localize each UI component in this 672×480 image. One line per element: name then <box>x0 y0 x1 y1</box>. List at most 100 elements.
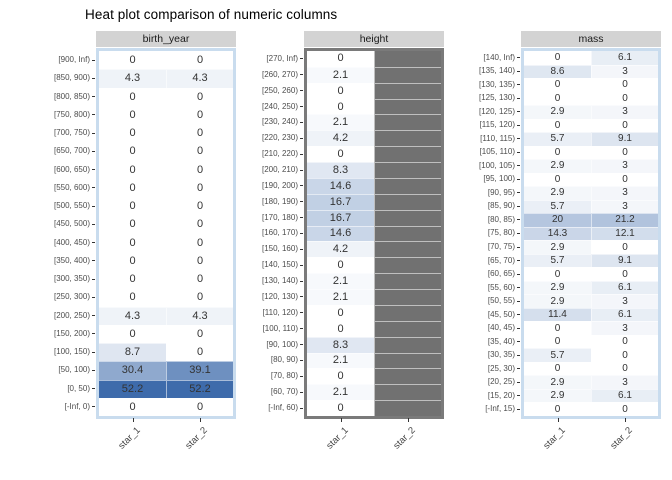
x-tick <box>408 418 409 422</box>
heatmap-cell: 0 <box>99 324 166 343</box>
y-axis-bin-label: [250, 300) <box>18 288 96 306</box>
heatmap-cell <box>374 400 441 416</box>
bin-text: [20, 25) <box>487 377 515 387</box>
y-axis-bin-label: [50, 55) <box>447 294 521 308</box>
heatmap-cell <box>374 209 441 226</box>
bin-text: [270, Inf) <box>266 53 298 63</box>
bin-text: [65, 70) <box>487 255 515 265</box>
y-tick <box>517 260 520 262</box>
y-axis-bin-label: [210, 220) <box>242 146 304 162</box>
facet-height: height [270, Inf) [260, 270) [250, 260) [240… <box>242 31 444 419</box>
heatmap-cell: 8.3 <box>307 162 374 178</box>
heatmap-cell: 2.1 <box>307 289 374 305</box>
bin-text: [110, 115) <box>480 133 515 143</box>
heatmap-cell: 0 <box>591 334 658 349</box>
y-tick <box>517 219 520 221</box>
y-axis-bin-label: [600, 650) <box>18 161 96 179</box>
heatmap-cell: 2.1 <box>307 273 374 290</box>
bin-text: [180, 190) <box>261 196 298 206</box>
heatmap-cell: 39.1 <box>166 361 233 380</box>
bin-text: [300, 350) <box>53 274 90 284</box>
x-axis-label-star_2: star_2 <box>183 425 210 452</box>
y-tick <box>300 217 303 219</box>
heatmap-cell: 0 <box>591 78 658 92</box>
heatmap-cell: 0 <box>524 402 591 416</box>
y-tick <box>92 388 95 390</box>
y-axis-bin-label: [140, Inf) <box>447 51 521 65</box>
y-axis-bin-label: [220, 230) <box>242 130 304 146</box>
heatmap-cell: 2.1 <box>307 66 374 83</box>
y-tick <box>517 151 520 153</box>
y-axis-bin-label: [260, 270) <box>242 67 304 83</box>
heatmap-cell: 0 <box>524 78 591 92</box>
y-axis-bin-label: [-Inf, 60) <box>242 400 304 416</box>
heatmap-cell: 14.3 <box>524 226 591 241</box>
heatmap-cell: 2.1 <box>307 352 374 369</box>
y-axis-bin-label: [190, 200) <box>242 178 304 194</box>
heatmap-cell: 0 <box>524 172 591 187</box>
heatmap-cell: 5.7 <box>524 253 591 268</box>
bin-text: [95, 100) <box>483 174 515 184</box>
y-axis-bin-label: [50, 100) <box>18 361 96 379</box>
bin-text: [100, 150) <box>53 347 90 357</box>
y-tick <box>92 223 95 225</box>
heatmap-cell <box>374 114 441 131</box>
bin-text: [60, 70) <box>270 387 298 397</box>
y-tick <box>517 111 520 113</box>
bin-text: [25, 30) <box>487 363 515 373</box>
heatmap-cell: 0 <box>307 400 374 416</box>
heatmap-cell: 0 <box>524 51 591 65</box>
heatmap-cell: 0 <box>166 324 233 343</box>
bin-text: [190, 200) <box>261 180 298 190</box>
bin-text: [800, 850) <box>53 91 90 101</box>
bin-text: [70, 80) <box>270 371 298 381</box>
heatmap-cell: 0 <box>591 118 658 133</box>
y-tick <box>300 121 303 123</box>
heatmap-cell: 0 <box>591 267 658 281</box>
heatmap-cell: 9.1 <box>591 253 658 268</box>
heatmap-cell: 11.4 <box>524 307 591 322</box>
heatmap-cell: 0 <box>99 142 166 161</box>
y-tick <box>300 407 303 409</box>
bin-text: [250, 300) <box>53 292 90 302</box>
y-tick <box>517 314 520 316</box>
heatmap-cell: 3 <box>591 159 658 173</box>
heatmap-cell: 3 <box>591 294 658 308</box>
heatmap-cell: 2.9 <box>524 105 591 119</box>
heatmap-cell: 0 <box>307 368 374 385</box>
y-tick <box>517 232 520 234</box>
bin-text: [550, 600) <box>53 182 90 192</box>
y-axis-bin-label: [40, 45) <box>447 321 521 335</box>
y-tick <box>517 124 520 126</box>
y-axis-bin-label: [130, 140) <box>242 273 304 289</box>
y-axis-bin-label: [170, 180) <box>242 210 304 226</box>
heatmap-cell: 52.2 <box>99 379 166 398</box>
x-tick <box>200 418 201 422</box>
y-axis-bin-label: [90, 100) <box>242 337 304 353</box>
y-tick <box>300 328 303 330</box>
heatmap-cell: 2.1 <box>307 384 374 401</box>
y-axis-bin-label: [60, 70) <box>242 384 304 400</box>
y-axis-bin-label: [105, 110) <box>447 146 521 160</box>
heatmap-cell <box>374 162 441 178</box>
y-axis-bin-label: [25, 30) <box>447 362 521 376</box>
y-axis-bin-label: [700, 750) <box>18 124 96 142</box>
y-tick <box>300 74 303 76</box>
y-tick <box>92 96 95 98</box>
heatmap-cell: 3 <box>591 64 658 79</box>
y-tick <box>300 391 303 393</box>
y-tick <box>300 280 303 282</box>
facet-birth_year: birth_year [900, Inf) [850, 900) [800, 850)… <box>18 31 236 419</box>
bin-text: [500, 550) <box>53 201 90 211</box>
heatmap-cell <box>374 225 441 242</box>
y-axis-bin-label: [160, 170) <box>242 226 304 242</box>
y-axis-bin-label: [15, 20) <box>447 389 521 403</box>
heatmap-cell: 0 <box>166 215 233 234</box>
heatmap-cell: 2.9 <box>524 280 591 295</box>
heatmap-cell <box>374 384 441 401</box>
bin-text: [100, 105) <box>478 160 515 170</box>
y-tick <box>517 327 520 329</box>
heatmap-cell <box>374 368 441 385</box>
heatmap-cell: 52.2 <box>166 379 233 398</box>
heatmap-cell: 0 <box>99 197 166 216</box>
